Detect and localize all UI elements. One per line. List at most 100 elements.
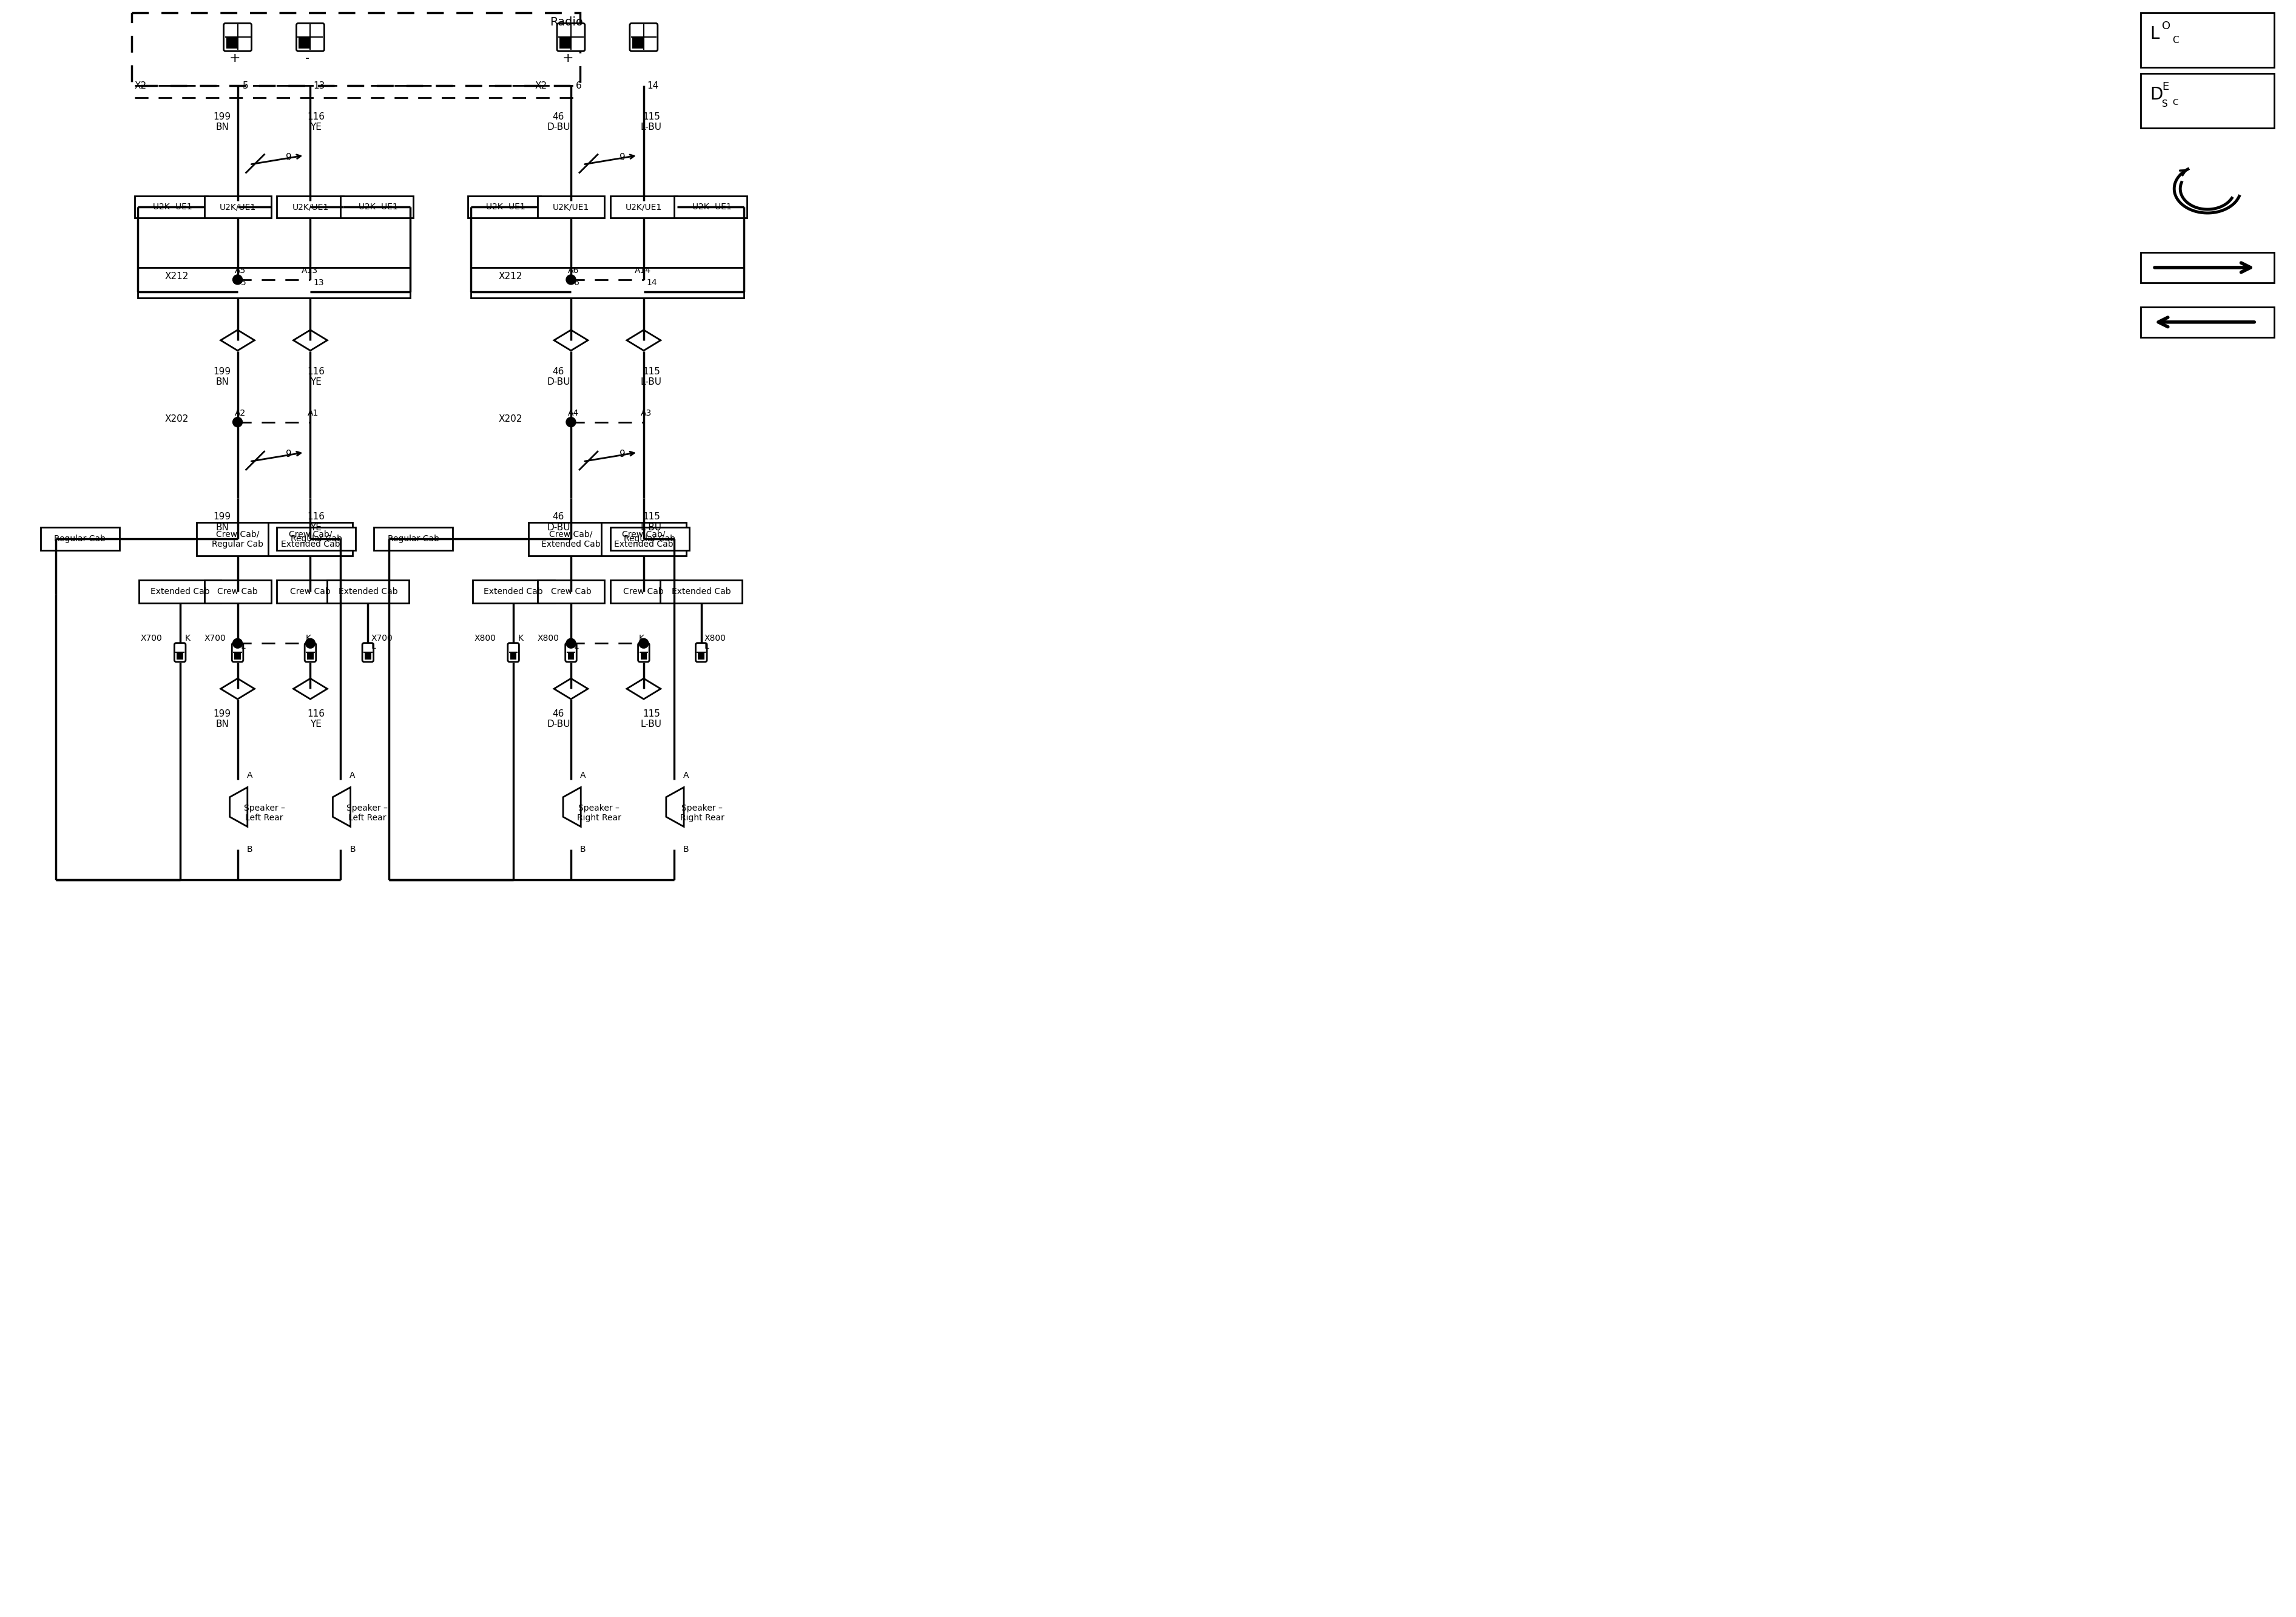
Bar xyxy=(278,527,356,551)
Polygon shape xyxy=(220,582,255,602)
Text: B: B xyxy=(684,846,689,854)
Text: K: K xyxy=(305,634,310,642)
Text: +: + xyxy=(230,52,241,65)
Text: A2: A2 xyxy=(234,409,246,417)
Circle shape xyxy=(305,639,315,648)
FancyBboxPatch shape xyxy=(363,644,374,661)
Circle shape xyxy=(232,275,243,285)
Text: A1: A1 xyxy=(308,409,319,417)
Text: 116
YE: 116 YE xyxy=(308,710,326,729)
Polygon shape xyxy=(294,330,328,351)
Bar xyxy=(537,581,604,603)
Text: D: D xyxy=(2149,86,2163,103)
Text: Crew Cab: Crew Cab xyxy=(625,587,664,597)
Bar xyxy=(631,37,643,49)
Text: Crew Cab: Crew Cab xyxy=(289,587,331,597)
Text: Radio: Radio xyxy=(549,16,583,27)
Text: K: K xyxy=(186,634,191,642)
Text: Regular Cab: Regular Cab xyxy=(388,535,439,543)
Text: X700: X700 xyxy=(140,634,163,642)
Text: X700: X700 xyxy=(204,634,225,642)
Text: A: A xyxy=(349,771,356,779)
Text: Speaker –
Left Rear: Speaker – Left Rear xyxy=(347,804,388,821)
Text: X202: X202 xyxy=(498,414,521,424)
Polygon shape xyxy=(220,197,255,217)
Text: K: K xyxy=(638,634,645,642)
Circle shape xyxy=(232,417,243,427)
Text: L: L xyxy=(705,642,709,650)
Text: 116
YE: 116 YE xyxy=(308,112,326,133)
Bar xyxy=(2140,307,2275,338)
Text: 5: 5 xyxy=(241,278,246,286)
Text: X2: X2 xyxy=(135,81,147,91)
Polygon shape xyxy=(666,787,684,826)
Bar xyxy=(611,527,689,551)
Text: 13: 13 xyxy=(312,81,326,91)
Text: L: L xyxy=(574,642,579,650)
FancyBboxPatch shape xyxy=(638,644,650,661)
Text: Speaker –
Right Rear: Speaker – Right Rear xyxy=(680,804,723,821)
Text: 115
L-BU: 115 L-BU xyxy=(641,112,661,133)
Text: Extended Cab: Extended Cab xyxy=(338,587,397,597)
Text: 9: 9 xyxy=(620,152,625,162)
Text: Extended Cab: Extended Cab xyxy=(484,587,542,597)
Text: 115
L-BU: 115 L-BU xyxy=(641,513,661,532)
Bar xyxy=(611,196,677,218)
Text: Speaker –
Right Rear: Speaker – Right Rear xyxy=(576,804,622,821)
Bar xyxy=(197,522,278,556)
Circle shape xyxy=(232,639,243,648)
Text: 5: 5 xyxy=(243,81,248,91)
Text: Crew Cab/
Extended Cab: Crew Cab/ Extended Cab xyxy=(613,530,673,548)
Polygon shape xyxy=(333,787,351,826)
FancyBboxPatch shape xyxy=(565,644,576,661)
Polygon shape xyxy=(220,529,255,550)
Bar xyxy=(537,196,604,218)
Text: Crew Cab/
Extended Cab: Crew Cab/ Extended Cab xyxy=(542,530,602,548)
Bar xyxy=(468,196,540,218)
Text: X202: X202 xyxy=(165,414,188,424)
Text: C: C xyxy=(2172,99,2179,107)
Bar xyxy=(560,37,572,49)
Bar xyxy=(2140,74,2275,128)
Text: B: B xyxy=(349,846,356,854)
Bar xyxy=(340,196,413,218)
Polygon shape xyxy=(553,330,588,351)
Text: 14: 14 xyxy=(647,81,659,91)
Bar xyxy=(131,13,581,86)
Text: A14: A14 xyxy=(634,267,652,275)
Polygon shape xyxy=(220,330,255,351)
Bar xyxy=(326,581,409,603)
Text: U2K/UE1: U2K/UE1 xyxy=(292,202,328,212)
FancyBboxPatch shape xyxy=(232,644,243,661)
Bar xyxy=(528,522,613,556)
Polygon shape xyxy=(553,197,588,217)
Polygon shape xyxy=(627,197,661,217)
FancyBboxPatch shape xyxy=(629,23,657,52)
Text: U2K/UE1: U2K/UE1 xyxy=(553,202,590,212)
Polygon shape xyxy=(627,679,661,699)
Text: S: S xyxy=(2163,99,2167,108)
Polygon shape xyxy=(220,679,255,699)
Bar xyxy=(204,196,271,218)
Text: 6: 6 xyxy=(574,278,579,286)
Text: Extended Cab: Extended Cab xyxy=(673,587,730,597)
Text: Regular Cab: Regular Cab xyxy=(625,535,675,543)
Polygon shape xyxy=(553,529,588,550)
Circle shape xyxy=(567,275,576,285)
Text: L: L xyxy=(241,642,246,650)
Text: 199
BN: 199 BN xyxy=(214,513,232,532)
Text: -U2K -UE1: -U2K -UE1 xyxy=(356,202,397,212)
Bar xyxy=(2140,252,2275,283)
Text: U2K/UE1: U2K/UE1 xyxy=(625,202,661,212)
Bar xyxy=(234,652,241,660)
Bar xyxy=(611,581,677,603)
Bar xyxy=(473,581,553,603)
Bar xyxy=(135,196,207,218)
Text: -: - xyxy=(305,53,310,65)
Text: -U2K -UE1: -U2K -UE1 xyxy=(689,202,732,212)
Text: X212: X212 xyxy=(165,272,188,281)
Text: L: L xyxy=(2149,26,2158,42)
Text: A3: A3 xyxy=(641,409,652,417)
Bar xyxy=(140,581,220,603)
Text: X2: X2 xyxy=(535,81,546,91)
